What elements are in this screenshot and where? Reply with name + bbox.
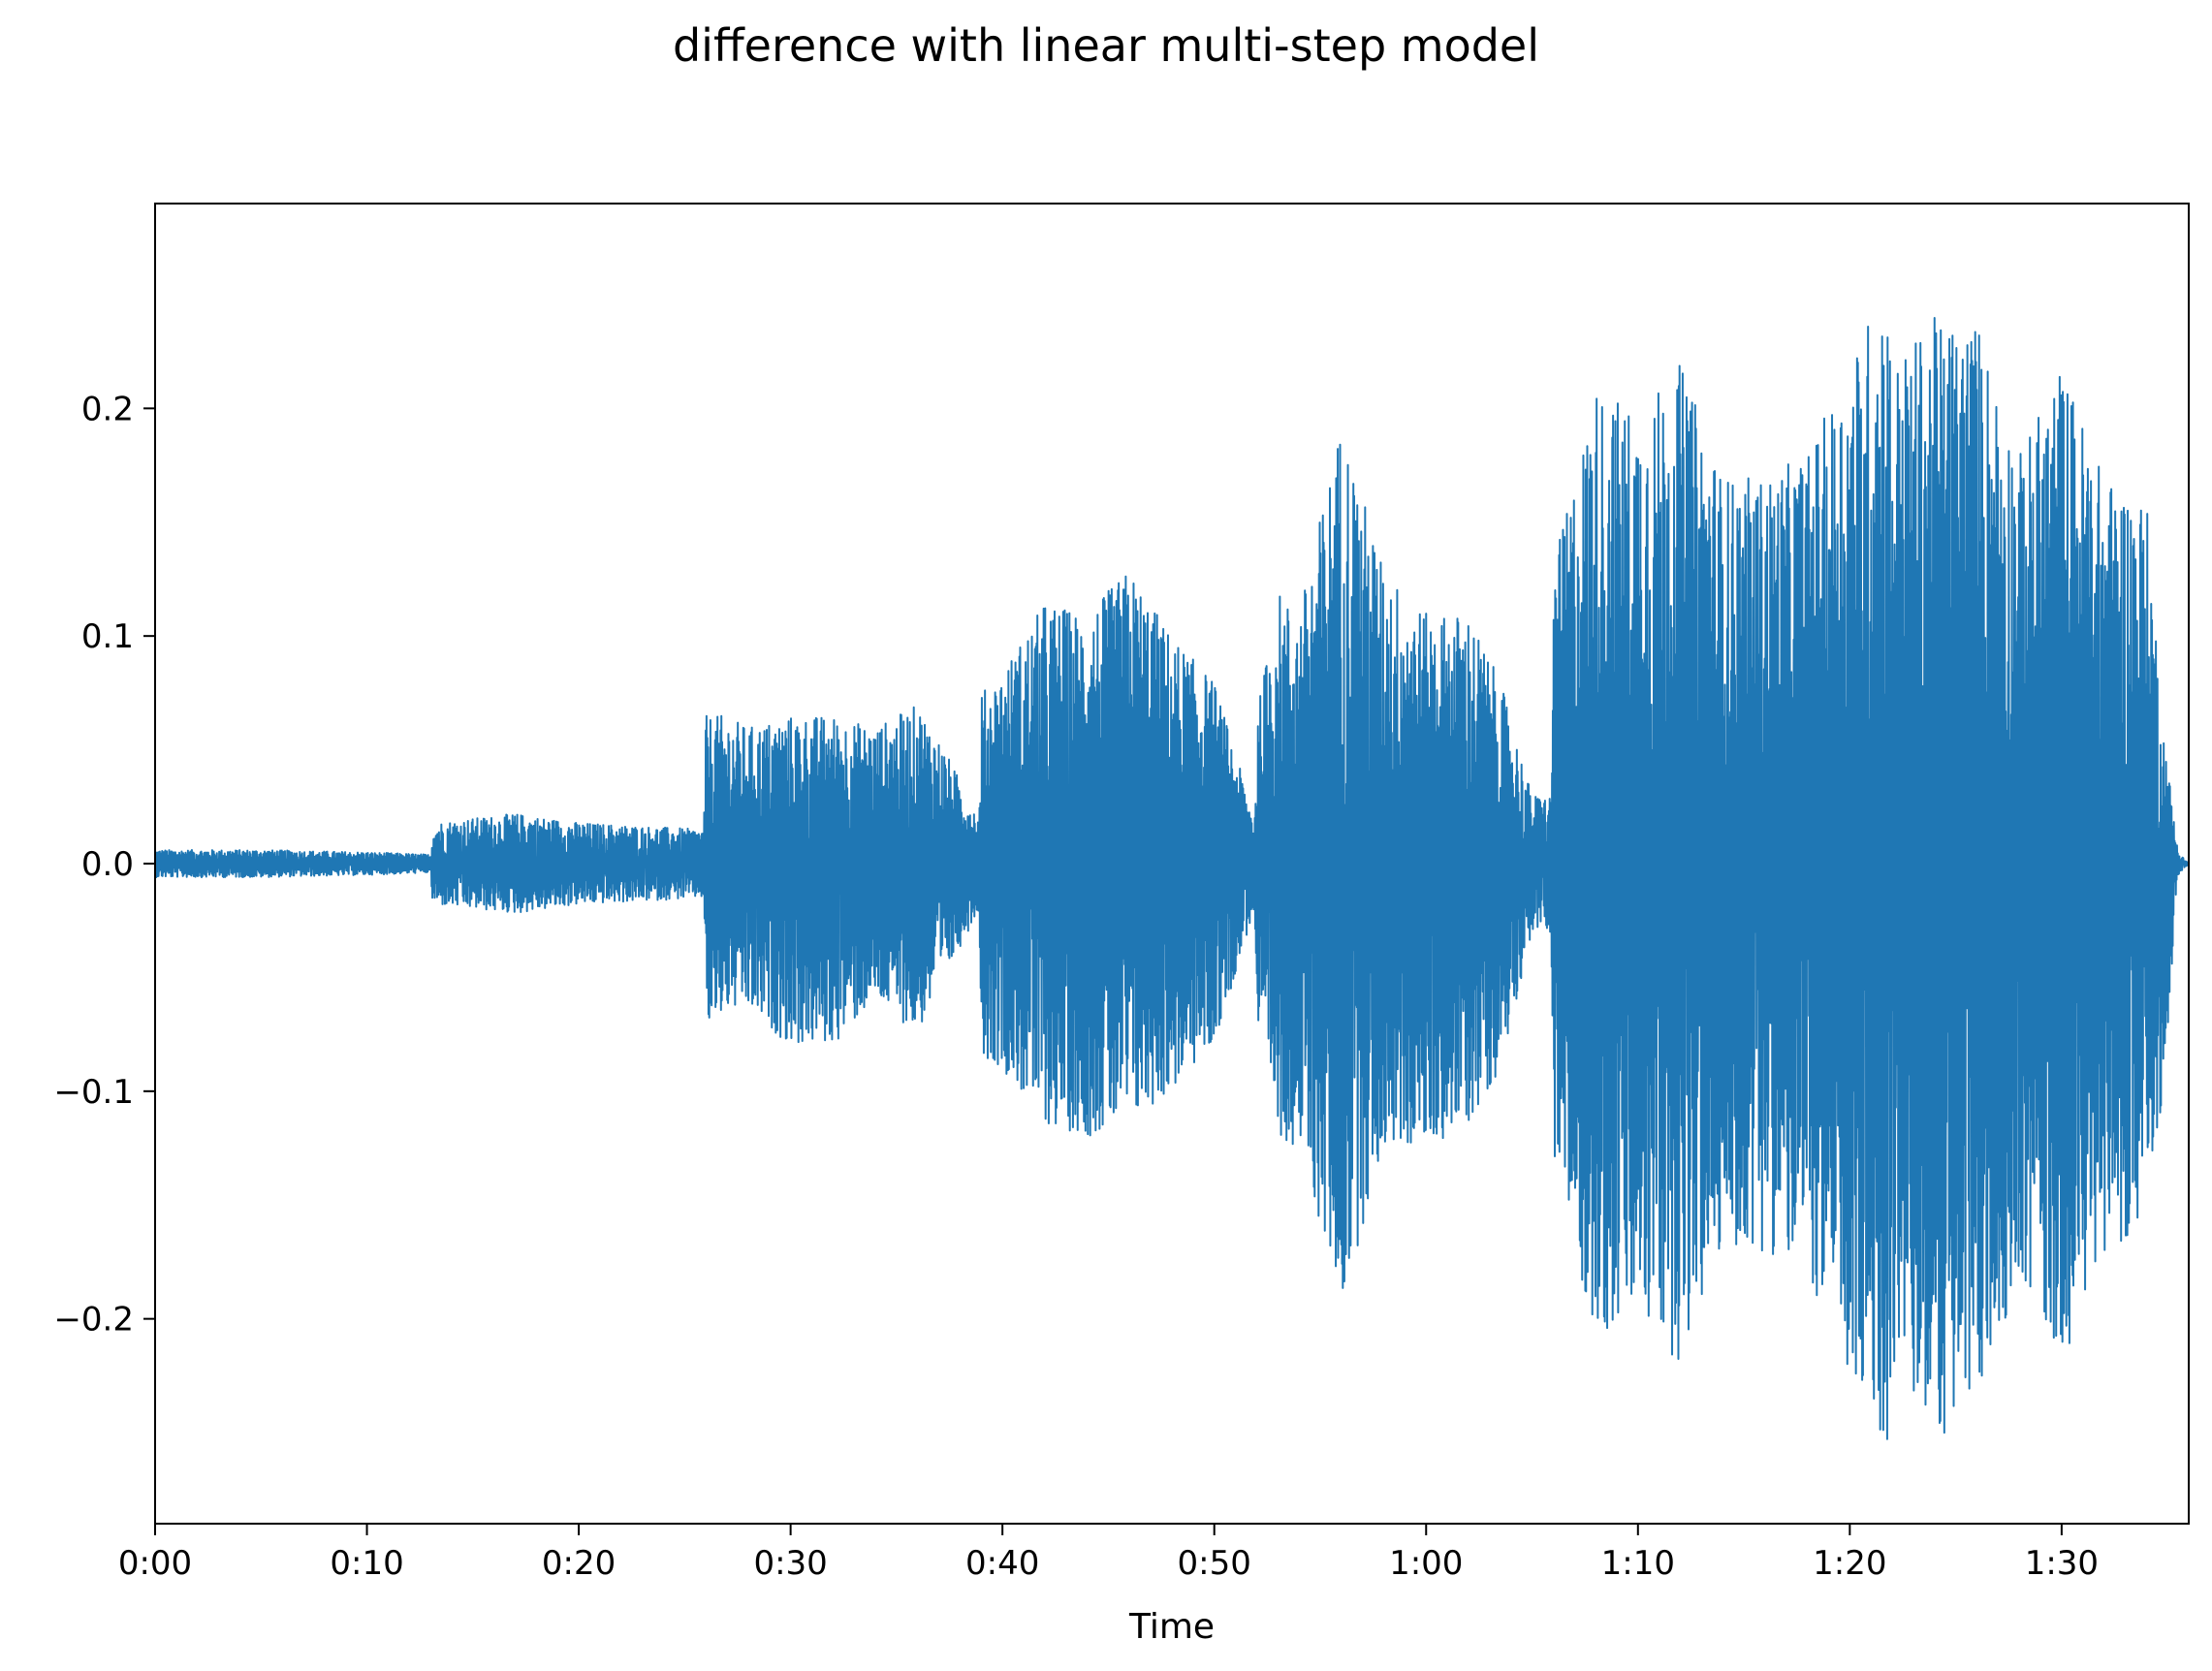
x-tick-label: 0:40 — [965, 1544, 1039, 1583]
x-tick-label: 1:30 — [2025, 1544, 2099, 1583]
y-tick-label: 0.0 — [81, 845, 134, 884]
plot-area — [154, 317, 2190, 1440]
x-tick-label: 1:20 — [1813, 1544, 1886, 1583]
x-tick-label: 0:20 — [542, 1544, 616, 1583]
y-tick-label: −0.1 — [53, 1073, 134, 1112]
y-tick-label: 0.1 — [81, 617, 134, 656]
x-tick-label: 0:30 — [753, 1544, 827, 1583]
x-tick-label: 1:00 — [1389, 1544, 1463, 1583]
x-tick-label: 0:00 — [118, 1544, 192, 1583]
x-tick-label: 0:10 — [330, 1544, 403, 1583]
x-tick-label: 0:50 — [1178, 1544, 1251, 1583]
y-tick-label: −0.2 — [53, 1301, 134, 1340]
chart-title: difference with linear multi-step model — [672, 19, 1539, 72]
x-axis-label: Time — [1128, 1607, 1215, 1647]
x-tick-label: 1:10 — [1601, 1544, 1675, 1583]
axes: 0:00 0:10 0:20 0:30 0:40 0:50 1:00 1:10 1:20 1:30… — [53, 203, 2190, 1583]
waveform-series-0 — [154, 317, 2190, 1440]
y-tick-label: 0.2 — [81, 390, 134, 428]
